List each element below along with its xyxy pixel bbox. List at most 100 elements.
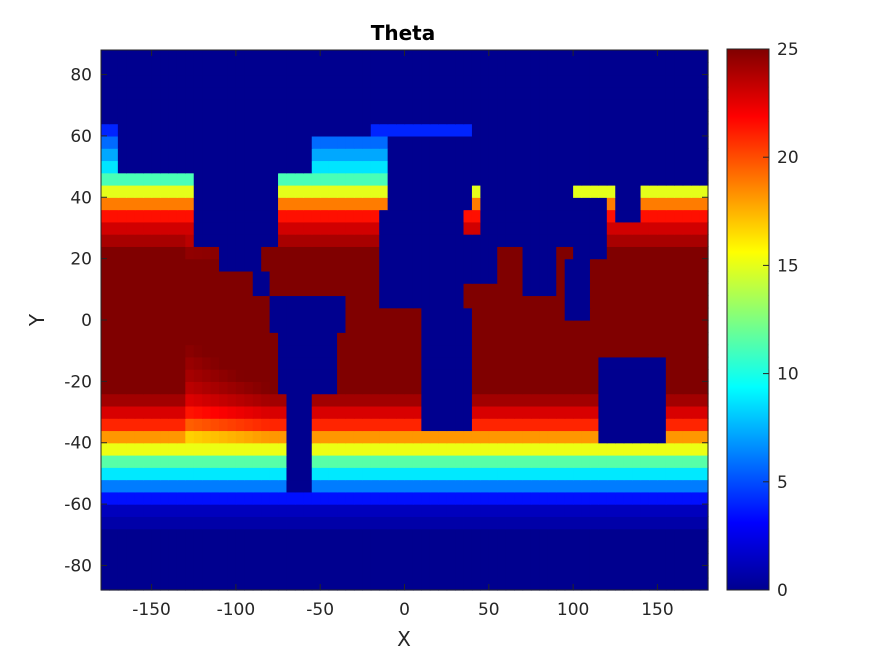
heatmap-cell (657, 418, 667, 432)
heatmap-cell (539, 197, 549, 211)
heatmap-cell (564, 393, 574, 407)
heatmap-cell (682, 479, 692, 493)
heatmap-cell (109, 86, 119, 100)
heatmap-cell (261, 356, 271, 370)
heatmap-cell (193, 442, 203, 456)
heatmap-cell (244, 418, 254, 432)
heatmap-cell (328, 86, 338, 100)
colorbar (726, 48, 770, 591)
heatmap-cell (109, 258, 119, 272)
heatmap-cell (530, 491, 540, 505)
heatmap-cell (581, 504, 591, 517)
heatmap-cell (497, 258, 507, 272)
heatmap-cell (109, 540, 119, 554)
heatmap-cell (497, 332, 507, 346)
heatmap-cell (606, 320, 616, 333)
heatmap-cell (362, 393, 372, 407)
heatmap-cell (463, 62, 473, 76)
heatmap-cell (286, 123, 296, 137)
heatmap-cell (193, 307, 203, 321)
heatmap-cell (598, 344, 608, 358)
heatmap-cell (337, 99, 347, 112)
heatmap-cell (370, 270, 380, 284)
heatmap-cell (160, 553, 170, 567)
heatmap-cell (176, 160, 186, 174)
heatmap-cell (421, 393, 431, 407)
heatmap-cell (261, 307, 271, 321)
heatmap-cell (615, 295, 625, 309)
heatmap-cell (311, 540, 321, 554)
heatmap-cell (581, 185, 591, 198)
heatmap-cell (421, 540, 431, 554)
heatmap-cell (691, 491, 701, 505)
heatmap-cell (345, 540, 355, 554)
heatmap-cell (648, 307, 659, 321)
heatmap-cell (337, 332, 347, 346)
heatmap-cell (556, 123, 566, 137)
heatmap-cell (421, 307, 431, 321)
heatmap-cell (632, 442, 642, 456)
heatmap-cell (379, 577, 389, 591)
heatmap-cell (160, 491, 170, 505)
heatmap-cell (514, 356, 524, 370)
heatmap-cell (640, 307, 650, 321)
heatmap-cell (615, 577, 625, 591)
heatmap-cell (235, 332, 245, 346)
heatmap-cell (657, 283, 667, 297)
heatmap-cell (345, 504, 355, 517)
heatmap-cell (235, 418, 245, 432)
heatmap-cell (320, 50, 330, 63)
heatmap-cell (353, 197, 363, 211)
heatmap-cell (623, 565, 633, 579)
heatmap-cell (244, 148, 254, 162)
heatmap-cell (269, 50, 279, 63)
heatmap-cell (463, 172, 473, 186)
heatmap-cell (303, 369, 313, 382)
heatmap-cell (202, 565, 212, 579)
heatmap-cell (160, 467, 170, 481)
heatmap-cell (539, 307, 549, 321)
heatmap-cell (294, 50, 304, 63)
heatmap-cell (404, 332, 414, 346)
heatmap-cell (463, 504, 473, 517)
heatmap-cell (269, 197, 279, 211)
heatmap-cell (185, 283, 195, 297)
heatmap-cell (606, 393, 616, 407)
heatmap-cell (269, 185, 279, 198)
heatmap-cell (143, 479, 153, 493)
heatmap-cell (219, 381, 229, 395)
heatmap-cell (514, 283, 524, 297)
heatmap-cell (522, 111, 532, 125)
heatmap-cell (126, 393, 136, 407)
heatmap-cell (438, 516, 448, 530)
heatmap-cell (143, 332, 153, 346)
heatmap-cell (573, 246, 583, 260)
heatmap-cell (387, 86, 397, 100)
heatmap-cell (379, 172, 389, 186)
heatmap-cell (294, 258, 304, 272)
heatmap-cell (514, 123, 524, 137)
heatmap-cell (117, 491, 127, 505)
heatmap-cell (404, 221, 414, 235)
heatmap-cell (429, 62, 439, 76)
heatmap-cell (101, 356, 111, 370)
heatmap-cell (438, 430, 448, 444)
heatmap-cell (117, 442, 127, 456)
heatmap-cell (126, 344, 136, 358)
heatmap-cell (488, 430, 498, 444)
heatmap-cell (455, 381, 465, 395)
heatmap-cell (362, 577, 372, 591)
heatmap-cell (101, 123, 111, 137)
heatmap-cell (463, 270, 473, 284)
heatmap-cell (539, 283, 549, 297)
heatmap-cell (446, 540, 456, 554)
heatmap-cell (682, 258, 692, 272)
heatmap-cell (438, 565, 448, 579)
heatmap-cell (362, 491, 372, 505)
heatmap-cell (682, 197, 692, 211)
heatmap-cell (589, 307, 599, 321)
heatmap-cell (606, 516, 616, 530)
heatmap-cell (168, 381, 178, 395)
heatmap-cell (345, 405, 355, 419)
heatmap-cell (252, 307, 262, 321)
